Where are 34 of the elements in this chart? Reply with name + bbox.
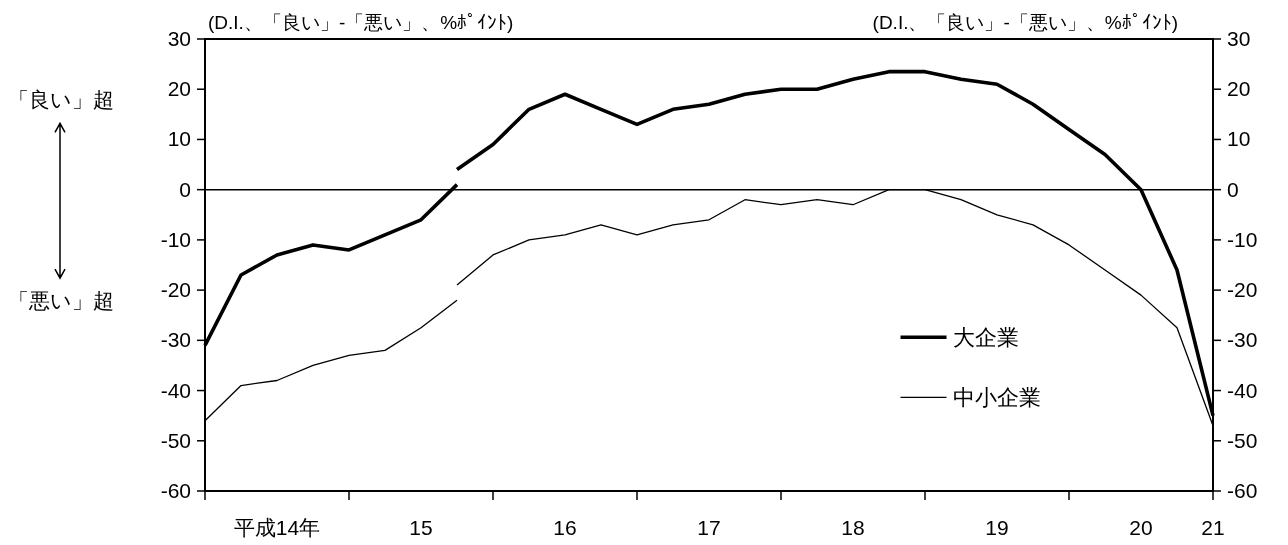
y-axis-title: (D.I.、「良い」-「悪い」、%ﾎﾟｲﾝﾄ) <box>208 12 514 33</box>
y-tick-label: 10 <box>167 127 191 151</box>
x-tick-label: 20 <box>1129 516 1153 539</box>
legend-label: 大企業 <box>952 325 1019 351</box>
y2-tick-label: -20 <box>1227 278 1258 302</box>
x-tick-label: 21 <box>1201 516 1225 539</box>
y2-tick-label: -60 <box>1227 479 1258 502</box>
text: 「良い」超 <box>8 88 114 112</box>
y2-tick-label: 10 <box>1227 127 1251 151</box>
y2-axis-title: (D.I.、「良い」-「悪い」、%ﾎﾟｲﾝﾄ) <box>872 12 1178 33</box>
x-tick-label: 15 <box>409 516 433 539</box>
y2-tick-label: 20 <box>1227 77 1251 101</box>
legend-label: 中小企業 <box>952 385 1041 411</box>
x-tick-label: 19 <box>985 516 1009 539</box>
y2-tick-label: -10 <box>1227 227 1258 251</box>
y2-tick-label: 30 <box>1227 27 1251 50</box>
y-tick-label: -30 <box>160 328 191 352</box>
y2-tick-label: -30 <box>1227 328 1258 352</box>
y-tick-label: -50 <box>160 428 191 452</box>
y2-tick-label: 0 <box>1227 177 1239 201</box>
y2-tick-label: -50 <box>1227 428 1258 452</box>
y-tick-label: -20 <box>160 278 191 302</box>
x-tick-label: 平成14年 <box>233 516 321 539</box>
x-tick-label: 18 <box>841 516 865 539</box>
text: 「悪い」超 <box>8 289 114 313</box>
y-tick-label: -10 <box>160 227 191 251</box>
x-tick-label: 16 <box>553 516 577 539</box>
y-tick-label: 0 <box>179 177 191 201</box>
y-tick-label: -60 <box>160 479 191 502</box>
y-tick-label: 20 <box>167 77 191 101</box>
y-tick-label: 30 <box>167 27 191 50</box>
y2-tick-label: -40 <box>1227 378 1258 402</box>
x-tick-label: 17 <box>697 516 721 539</box>
y-tick-label: -40 <box>160 378 191 402</box>
